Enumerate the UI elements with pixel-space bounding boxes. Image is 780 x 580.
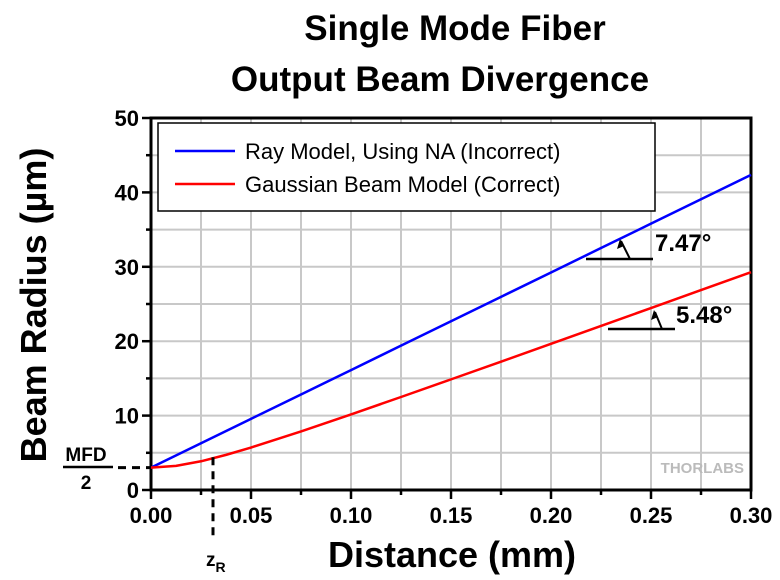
axis-ticks: 0.00 0.05 0.10 0.15 0.20 0.25 0.30 0 10 20 30 40 50	[115, 106, 773, 528]
zr-main: z	[206, 550, 216, 571]
ray-angle-label: 7.47°	[655, 230, 711, 257]
chart-subtitle: Output Beam Divergence	[231, 60, 649, 99]
x-tick-label: 0.25	[630, 503, 673, 528]
x-tick-label: 0.00	[130, 503, 173, 528]
y-tick-label: 0	[127, 478, 139, 503]
y-axis-label: Beam Radius (µm)	[13, 148, 54, 463]
x-tick-label: 0.30	[730, 503, 773, 528]
legend: Ray Model, Using NA (Incorrect) Gaussian…	[157, 122, 656, 212]
y-tick-label: 50	[115, 106, 139, 131]
zr-label: zR	[206, 550, 226, 575]
mfd-numerator: MFD	[65, 445, 106, 466]
ray-angle-arrowhead	[617, 239, 624, 249]
legend-label-ray: Ray Model, Using NA (Incorrect)	[245, 139, 560, 164]
chart-title: Single Mode Fiber	[304, 9, 606, 48]
series-line-gaussian	[150, 270, 752, 469]
legend-label-gaussian: Gaussian Beam Model (Correct)	[245, 172, 560, 197]
series-line-ray	[150, 173, 752, 469]
x-tick-label: 0.05	[230, 503, 273, 528]
gaussian-angle-arrowhead	[651, 310, 658, 320]
x-tick-label: 0.15	[430, 503, 473, 528]
annotations	[118, 239, 675, 540]
y-tick-label: 10	[115, 404, 139, 429]
series-group	[150, 173, 752, 469]
y-tick-label: 40	[115, 180, 139, 205]
zr-sub: R	[216, 559, 226, 575]
mfd-denominator: 2	[81, 473, 92, 494]
gaussian-angle-label: 5.48°	[676, 302, 732, 329]
x-tick-label: 0.10	[330, 503, 373, 528]
x-axis-label: Distance (mm)	[328, 534, 576, 575]
y-tick-label: 20	[115, 329, 139, 354]
x-tick-label: 0.20	[530, 503, 573, 528]
thorlabs-watermark: THORLABS	[661, 460, 744, 477]
y-tick-label: 30	[115, 255, 139, 280]
